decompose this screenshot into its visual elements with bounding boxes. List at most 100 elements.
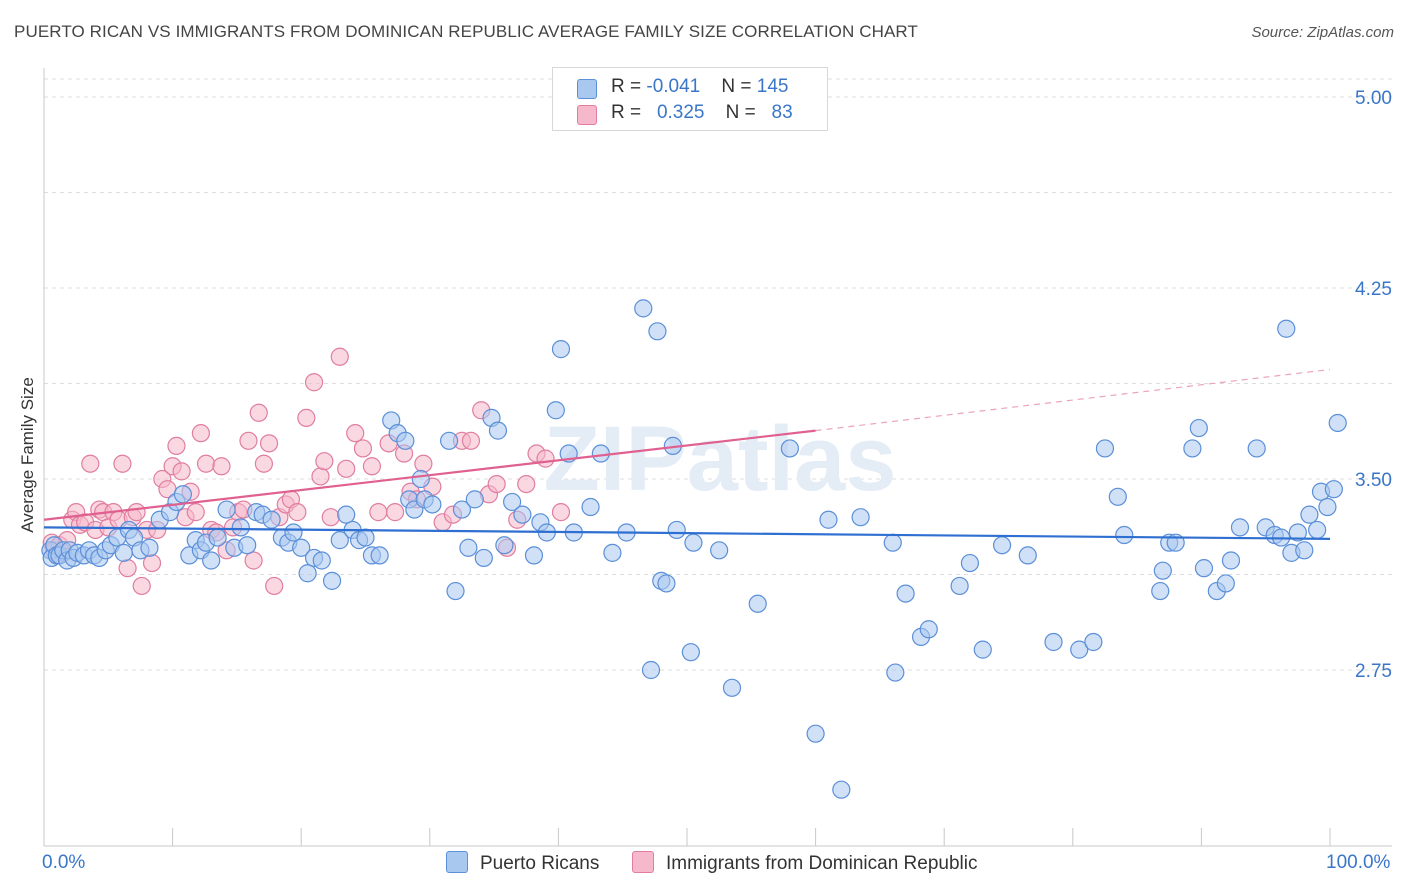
puerto-rican-point — [1095, 439, 1115, 458]
puerto-rican-point — [465, 490, 484, 509]
dominican-point — [132, 576, 151, 596]
puerto-rican-point — [1189, 418, 1208, 438]
puerto-rican-point — [202, 551, 221, 570]
puerto-rican-point — [140, 538, 159, 557]
puerto-rican-point — [1247, 439, 1266, 458]
dominican-point — [81, 454, 100, 473]
dominican-point — [385, 503, 405, 522]
puerto-rican-point — [950, 576, 969, 596]
chart-title: PUERTO RICAN VS IMMIGRANTS FROM DOMINICA… — [14, 22, 918, 41]
dominican-point — [461, 431, 481, 450]
puerto-rican-point — [832, 780, 851, 799]
puerto-rican-point — [1084, 632, 1103, 652]
dominican-point — [239, 431, 258, 450]
dominican-point — [315, 452, 334, 471]
dominican-point — [244, 551, 263, 570]
dominican-point — [259, 434, 279, 453]
puerto-rican-point — [1288, 523, 1307, 542]
dominican-point — [113, 454, 132, 473]
dominican-point — [118, 559, 137, 578]
puerto-rican-point — [1318, 497, 1337, 517]
puerto-rican-point — [1153, 561, 1172, 580]
dominican-point — [304, 373, 324, 392]
legend-r-value: 0.325 — [656, 102, 705, 123]
puerto-rican-point — [722, 678, 742, 697]
puerto-rican-point — [681, 643, 700, 662]
puerto-rican-point — [1216, 574, 1235, 593]
y-tick-label: 2.75 — [1355, 661, 1392, 682]
puerto-rican-point — [1277, 319, 1296, 338]
dominican-point — [167, 436, 186, 455]
puerto-rican-point — [780, 439, 799, 458]
puerto-rican-point — [524, 546, 544, 565]
puerto-rican-point — [452, 500, 472, 519]
puerto-rican-point — [919, 620, 938, 639]
puerto-rican-point — [1295, 541, 1314, 560]
dominican-point — [353, 439, 373, 458]
puerto-rican-point — [238, 536, 257, 555]
dominican-point — [346, 424, 365, 443]
dominican-point — [362, 457, 382, 476]
puerto-rican-point — [459, 538, 478, 557]
dominican-point — [127, 503, 146, 522]
puerto-rican-point — [370, 546, 389, 565]
puerto-rican-point — [1044, 632, 1063, 652]
puerto-rican-point — [603, 543, 622, 562]
dominican-trend-line — [43, 429, 816, 521]
puerto-rican-point — [1308, 520, 1327, 540]
puerto-rican-point — [503, 492, 522, 512]
puerto-rican-point — [114, 543, 133, 562]
puerto-rican-point — [396, 431, 415, 450]
dominican-point — [551, 503, 571, 522]
puerto-rican-point — [710, 541, 729, 560]
puerto-rican-point — [748, 594, 767, 613]
dominican-point — [321, 508, 340, 527]
puerto-rican-point — [641, 660, 661, 680]
dominican-point — [186, 503, 205, 522]
puerto-rican-point — [446, 581, 465, 601]
trend-lines — [43, 368, 1331, 540]
puerto-rican-point — [411, 469, 430, 489]
puerto-rican-point — [322, 571, 342, 590]
dominican-point — [369, 503, 388, 522]
y-axis-label: Average Family Size — [18, 377, 37, 533]
dominican-point — [265, 576, 284, 596]
series-puerto-rican-points — [41, 299, 1347, 799]
y-tick-label: 4.25 — [1355, 279, 1392, 300]
dominican-point — [311, 467, 330, 486]
x-tick-label-min: 0.0% — [42, 852, 86, 873]
puerto-rican-point — [1230, 518, 1250, 537]
puerto-rican-point — [896, 584, 915, 603]
dominican-point — [536, 449, 555, 468]
axes — [43, 68, 1392, 847]
legend-n-label: N = — [721, 76, 757, 97]
legend-swatch-blue — [577, 79, 597, 99]
bottom-legend-swatch-blue — [446, 851, 468, 873]
puerto-rican-point — [423, 495, 442, 514]
puerto-rican-point — [173, 485, 192, 504]
puerto-rican-point — [819, 510, 838, 529]
puerto-rican-point — [337, 505, 356, 524]
puerto-rican-point — [1183, 439, 1202, 458]
correlation-legend: R = -0.041 N = 145 R = 0.325 N = 83 — [552, 67, 828, 131]
puerto-rican-point — [513, 505, 532, 524]
legend-r-label: R = — [611, 76, 647, 97]
puerto-rican-point — [684, 533, 703, 552]
puerto-rican-point — [1018, 546, 1037, 565]
puerto-rican-point — [312, 551, 331, 570]
puerto-rican-point — [1115, 525, 1134, 545]
dominican-point — [191, 424, 210, 443]
puerto-rican-point — [551, 340, 571, 359]
puerto-rican-point — [1194, 559, 1214, 578]
puerto-rican-point — [648, 322, 667, 341]
y-tick-labels: 2.75 3.50 4.25 5.00 — [1355, 88, 1392, 682]
puerto-rican-point — [886, 663, 905, 682]
puerto-rican-point — [1108, 487, 1127, 506]
legend-r-value: -0.041 — [646, 76, 701, 97]
puerto-rican-point — [208, 528, 227, 547]
puerto-rican-point — [292, 538, 311, 557]
puerto-rican-point — [1324, 480, 1343, 499]
bottom-legend-dominican: Immigrants from Dominican Republic — [632, 851, 978, 875]
dominican-point — [297, 408, 316, 427]
